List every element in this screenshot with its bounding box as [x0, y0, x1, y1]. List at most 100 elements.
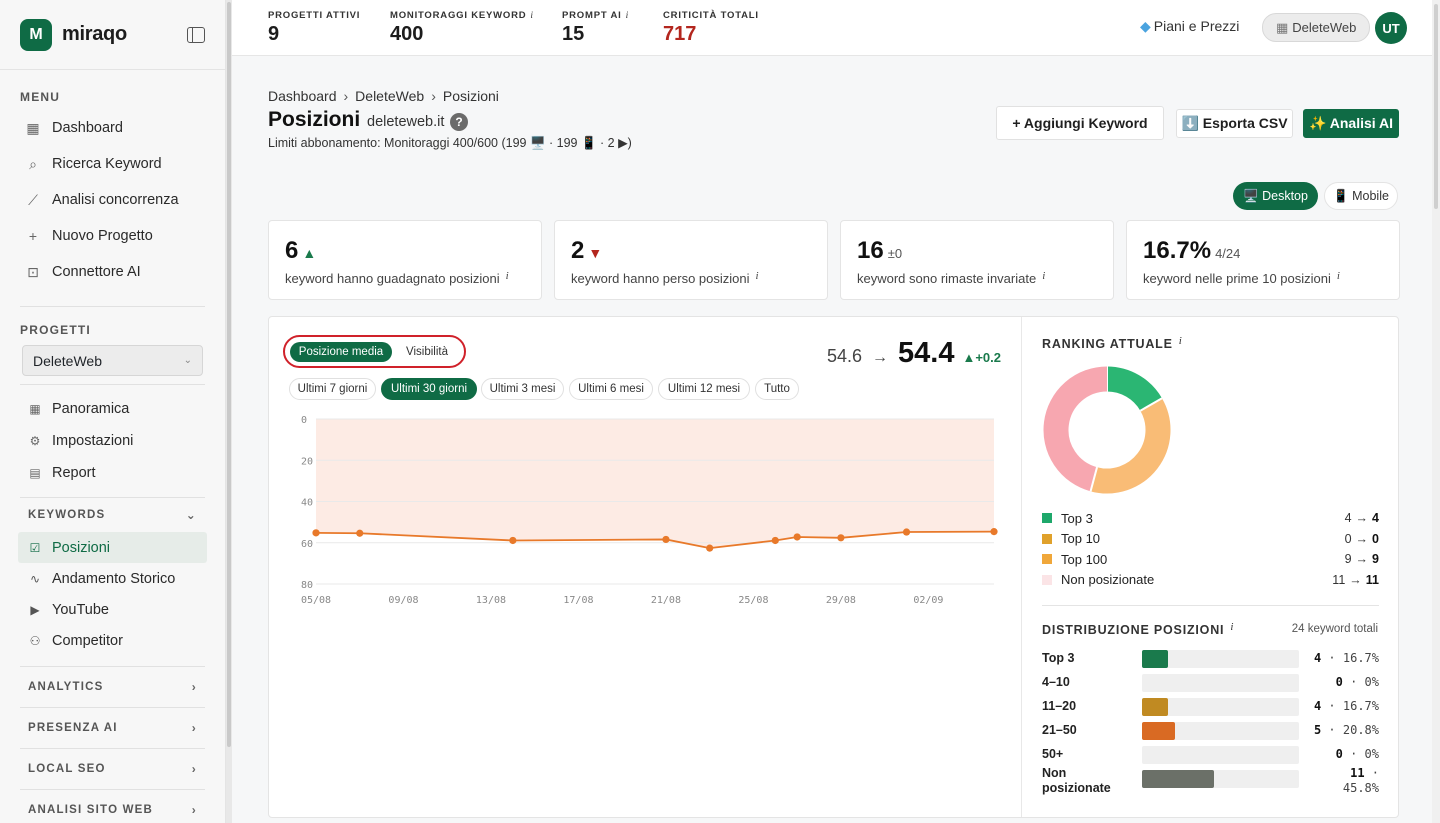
legend-value: 0 → 0 — [1345, 532, 1379, 546]
keyword-item-posizioni[interactable]: ☑ Posizioni — [18, 532, 207, 563]
group-presenza-ai[interactable]: PRESENZA AI › — [0, 708, 225, 748]
page-scrollbar[interactable] — [1432, 0, 1440, 823]
robot-icon: ⊡ — [27, 263, 39, 280]
chart-area — [316, 419, 994, 549]
chart-mode-toggle: Posizione media Visibilità — [283, 335, 466, 368]
range-button[interactable]: Ultimi 6 mesi — [569, 378, 653, 400]
sidebar-scrollbar[interactable] — [226, 0, 232, 823]
sidebar-item-dashboard[interactable]: ▦ Dashboard — [0, 110, 225, 146]
info-icon[interactable]: i — [1042, 270, 1046, 282]
info-icon[interactable]: i — [1230, 621, 1235, 633]
sidebar-item-analisi-concorrenza[interactable]: ⟋ Analisi concorrenza — [0, 182, 225, 218]
project-select-value: DeleteWeb — [33, 352, 103, 369]
keyword-item-competitor[interactable]: ⚇ Competitor — [0, 625, 225, 656]
kpi-suffix: ±0 — [887, 246, 903, 261]
export-csv-button[interactable]: ⬇️ Esporta CSV — [1176, 109, 1293, 138]
arrow-right-icon: → — [1355, 511, 1369, 525]
plans-link[interactable]: ◆ Piani e Prezzi — [1140, 18, 1239, 35]
breadcrumb: Dashboard › DeleteWeb › Posizioni — [268, 88, 499, 104]
workspace-chip[interactable]: ▦ DeleteWeb — [1262, 13, 1371, 42]
sidebar-item-nuovo-progetto[interactable]: + Nuovo Progetto — [0, 218, 225, 254]
group-keywords[interactable]: KEYWORDS ⌄ — [0, 498, 225, 532]
info-icon[interactable]: i — [1336, 270, 1340, 282]
page-scrollbar-thumb[interactable] — [1434, 4, 1438, 209]
group-keywords-label: KEYWORDS — [28, 509, 106, 521]
keyword-item-youtube[interactable]: ▶ YouTube — [0, 594, 225, 625]
sidebar-item-connettore-ai[interactable]: ⊡ Connettore AI — [0, 254, 225, 290]
logo-row: M miraqo — [0, 0, 225, 70]
data-point — [662, 535, 670, 544]
stat-label-text: PROGETTI ATTIVI — [268, 10, 361, 21]
stat-value: 15 — [562, 23, 585, 45]
x-tick-label: 09/08 — [388, 595, 418, 606]
donut-slice — [1090, 398, 1171, 494]
keyword-item-label: YouTube — [52, 601, 109, 618]
distribution-row: Top 3 4 · 16.7% — [1042, 647, 1379, 671]
keyword-item-andamento-storico[interactable]: ∿ Andamento Storico — [0, 563, 225, 594]
avatar[interactable]: UT — [1375, 12, 1407, 44]
project-item-report[interactable]: ▤ Report — [0, 457, 225, 489]
info-icon[interactable]: i — [1178, 335, 1183, 347]
divider — [20, 497, 205, 498]
breadcrumb-dashboard[interactable]: Dashboard — [268, 88, 337, 104]
distribution-label: Non posizionate — [1042, 766, 1111, 795]
legend-label: Non posizionate — [1061, 572, 1155, 587]
ranking-donut-chart — [1043, 366, 1171, 494]
sidebar-item-label: Analisi concorrenza — [52, 192, 179, 208]
range-button[interactable]: Ultimi 3 mesi — [481, 378, 564, 400]
stat-label-text: CRITICITÀ TOTALI — [663, 10, 759, 21]
legend-swatch — [1042, 533, 1052, 544]
chevron-down-icon: ⌄ — [183, 355, 192, 366]
triangle-up-icon: ▲ — [302, 245, 317, 261]
project-item-panoramica[interactable]: ▦ Panoramica — [0, 393, 225, 425]
dot-separator: · — [1342, 675, 1365, 689]
project-select[interactable]: DeleteWeb ⌄ — [22, 345, 203, 376]
dot-separator: · — [1342, 747, 1365, 761]
kpi-description: keyword hanno perso posizioni i — [571, 270, 759, 286]
help-icon[interactable]: ? — [450, 113, 468, 131]
device-desktop-button[interactable]: 🖥️ Desktop — [1233, 182, 1318, 210]
legend-swatch — [1042, 554, 1052, 564]
plans-label: Piani e Prezzi — [1153, 18, 1240, 34]
gem-icon: ◆ — [1140, 18, 1151, 34]
group-local-seo[interactable]: LOCAL SEO › — [0, 749, 225, 789]
page-title: Posizioni — [268, 108, 361, 131]
project-item-impostazioni[interactable]: ⚙ Impostazioni — [0, 425, 225, 457]
x-tick-label: 29/08 — [826, 595, 856, 606]
kpi-value: 6 ▲ — [285, 237, 316, 265]
sidebar-scrollbar-thumb[interactable] — [227, 2, 231, 747]
info-icon[interactable]: i — [505, 270, 509, 282]
sidebar-item-label: Nuovo Progetto — [52, 228, 153, 244]
panel-divider — [1021, 317, 1022, 817]
info-icon[interactable]: i — [625, 11, 630, 21]
range-button[interactable]: Ultimi 30 giorni — [381, 378, 477, 400]
ai-analysis-button[interactable]: ✨ Analisi AI — [1303, 109, 1399, 138]
sidebar-toggle-icon[interactable] — [187, 26, 205, 43]
stat-label-text: MONITORAGGI KEYWORD — [390, 10, 527, 21]
data-point — [312, 529, 320, 537]
range-button[interactable]: Ultimi 7 giorni — [289, 378, 376, 400]
stat-label: CRITICITÀ TOTALI — [663, 10, 759, 21]
distribution-count: 0 — [1335, 747, 1343, 761]
distribution-value: 11 · 45.8% — [1343, 766, 1379, 796]
project-item-label: Impostazioni — [52, 433, 134, 449]
device-mobile-button[interactable]: 📱 Mobile — [1324, 182, 1398, 210]
breadcrumb-project[interactable]: DeleteWeb — [355, 88, 425, 104]
sidebar-item-ricerca-keyword[interactable]: ⌕ Ricerca Keyword — [0, 146, 225, 182]
info-icon[interactable]: i — [755, 270, 759, 282]
chevron-down-icon: ⌄ — [185, 508, 197, 522]
group-analytics[interactable]: ANALYTICS › — [0, 667, 225, 707]
positions-panel: Posizione media Visibilità Ultimi 7 gior… — [268, 316, 1399, 818]
group-analisi-sito-web[interactable]: ANALISI SITO WEB › — [0, 790, 225, 823]
distribution-percent: 16.7% — [1342, 651, 1379, 665]
info-icon[interactable]: i — [530, 11, 534, 21]
mode-average-position[interactable]: Posizione media — [290, 342, 392, 362]
mode-visibility[interactable]: Visibilità — [406, 346, 448, 358]
y-tick-label: 80 — [301, 580, 313, 591]
range-button[interactable]: Ultimi 12 mesi — [658, 378, 750, 400]
add-keyword-button[interactable]: + Aggiungi Keyword — [996, 106, 1164, 140]
y-tick-label: 20 — [301, 456, 313, 467]
range-button[interactable]: Tutto — [755, 378, 799, 400]
distribution-count: 4 — [1313, 651, 1322, 665]
keyword-item-label: Competitor — [52, 632, 123, 649]
